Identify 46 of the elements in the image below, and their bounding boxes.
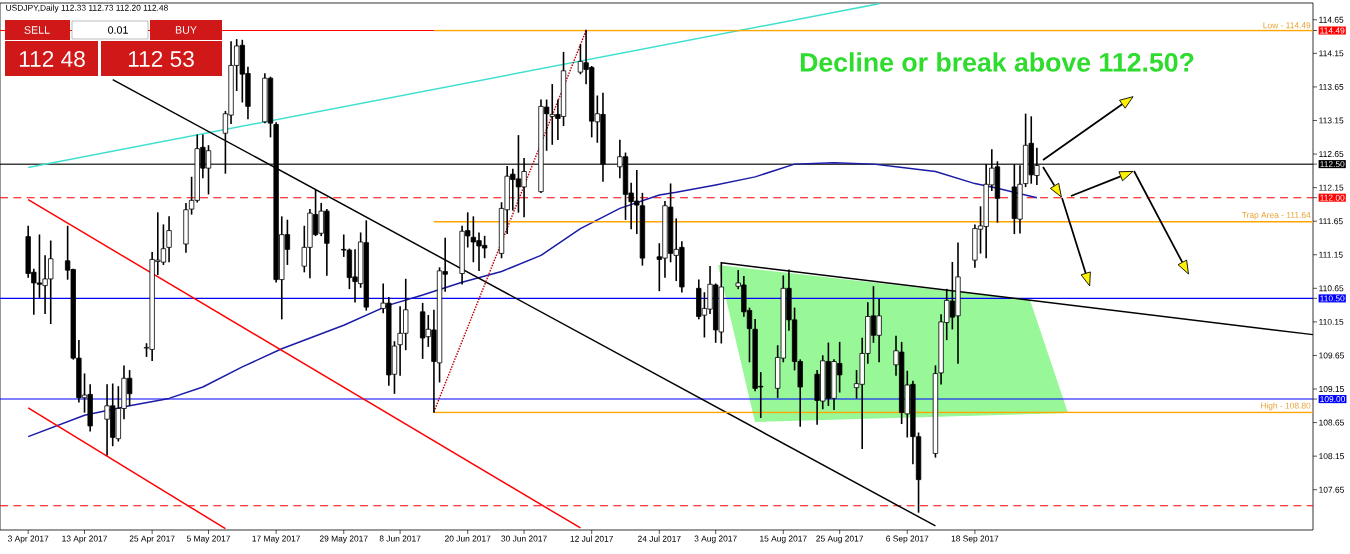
x-tick-label: 12 Jul 2017 <box>570 535 613 542</box>
y-tick-label: 112.00 <box>1320 194 1345 201</box>
y-tick-label: 111.65 <box>1319 218 1343 225</box>
x-tick-label: 20 Jun 2017 <box>445 535 491 542</box>
annotation: High - 108.80 <box>1261 402 1311 411</box>
y-tick-label: 111.15 <box>1319 251 1343 258</box>
x-tick-label: 17 May 2017 <box>252 535 300 544</box>
annotation: BUY <box>175 26 197 34</box>
x-tick-label: 3 Apr 2017 <box>7 535 49 544</box>
x-tick-label: 3 Aug 2017 <box>694 535 737 544</box>
y-tick-label: 109.65 <box>1319 352 1344 359</box>
x-tick-label: 5 May 2017 <box>186 535 231 544</box>
y-tick-label: 114.15 <box>1319 50 1344 57</box>
x-tick-label: 8 Jun 2017 <box>379 535 421 542</box>
y-tick-label: 110.50 <box>1320 295 1345 302</box>
y-tick-label: 113.65 <box>1319 83 1344 90</box>
y-tick-label: 114.49 <box>1320 27 1345 34</box>
y-tick-label: 110.15 <box>1319 318 1344 325</box>
x-tick-label: 25 Aug 2017 <box>816 535 864 544</box>
annotation: 112 48 <box>19 50 85 68</box>
chart-title: USDJPY,Daily 112.33 112.73 112.20 112.48 <box>6 4 168 13</box>
y-tick-label: 113.15 <box>1319 117 1344 124</box>
x-tick-label: 6 Sep 2017 <box>886 535 929 544</box>
y-tick-label: 108.15 <box>1319 453 1344 460</box>
x-tick-label: 15 Aug 2017 <box>760 535 807 544</box>
y-tick-label: 108.65 <box>1319 419 1344 426</box>
y-tick-label: 114.65 <box>1319 16 1344 23</box>
x-tick-label: 24 Jul 2017 <box>638 535 681 542</box>
x-tick-label: 30 Jun 2017 <box>501 535 547 542</box>
x-tick-label: 25 Apr 2017 <box>129 535 175 544</box>
x-tick-label: 18 Sep 2017 <box>951 535 999 544</box>
annotation: SELL <box>24 26 50 34</box>
annotation: 0.01 <box>108 26 128 34</box>
y-tick-label: 107.65 <box>1319 486 1344 493</box>
annotation: Trap Area - 111.64 <box>1241 211 1311 220</box>
y-tick-label: 109.00 <box>1320 396 1346 403</box>
annotation: 112 53 <box>128 50 194 68</box>
annotation: Low - 114.49 <box>1263 22 1311 29</box>
y-tick-label: 110.65 <box>1319 285 1344 292</box>
annotation: Decline or break above 112.50? <box>800 52 1194 72</box>
y-tick-label: 112.50 <box>1320 161 1345 168</box>
y-tick-label: 109.15 <box>1319 386 1344 392</box>
x-tick-label: 13 Apr 2017 <box>62 535 107 544</box>
x-tick-label: 29 May 2017 <box>319 535 368 544</box>
y-tick-label: 112.65 <box>1319 151 1344 158</box>
y-tick-label: 112.15 <box>1319 184 1344 191</box>
